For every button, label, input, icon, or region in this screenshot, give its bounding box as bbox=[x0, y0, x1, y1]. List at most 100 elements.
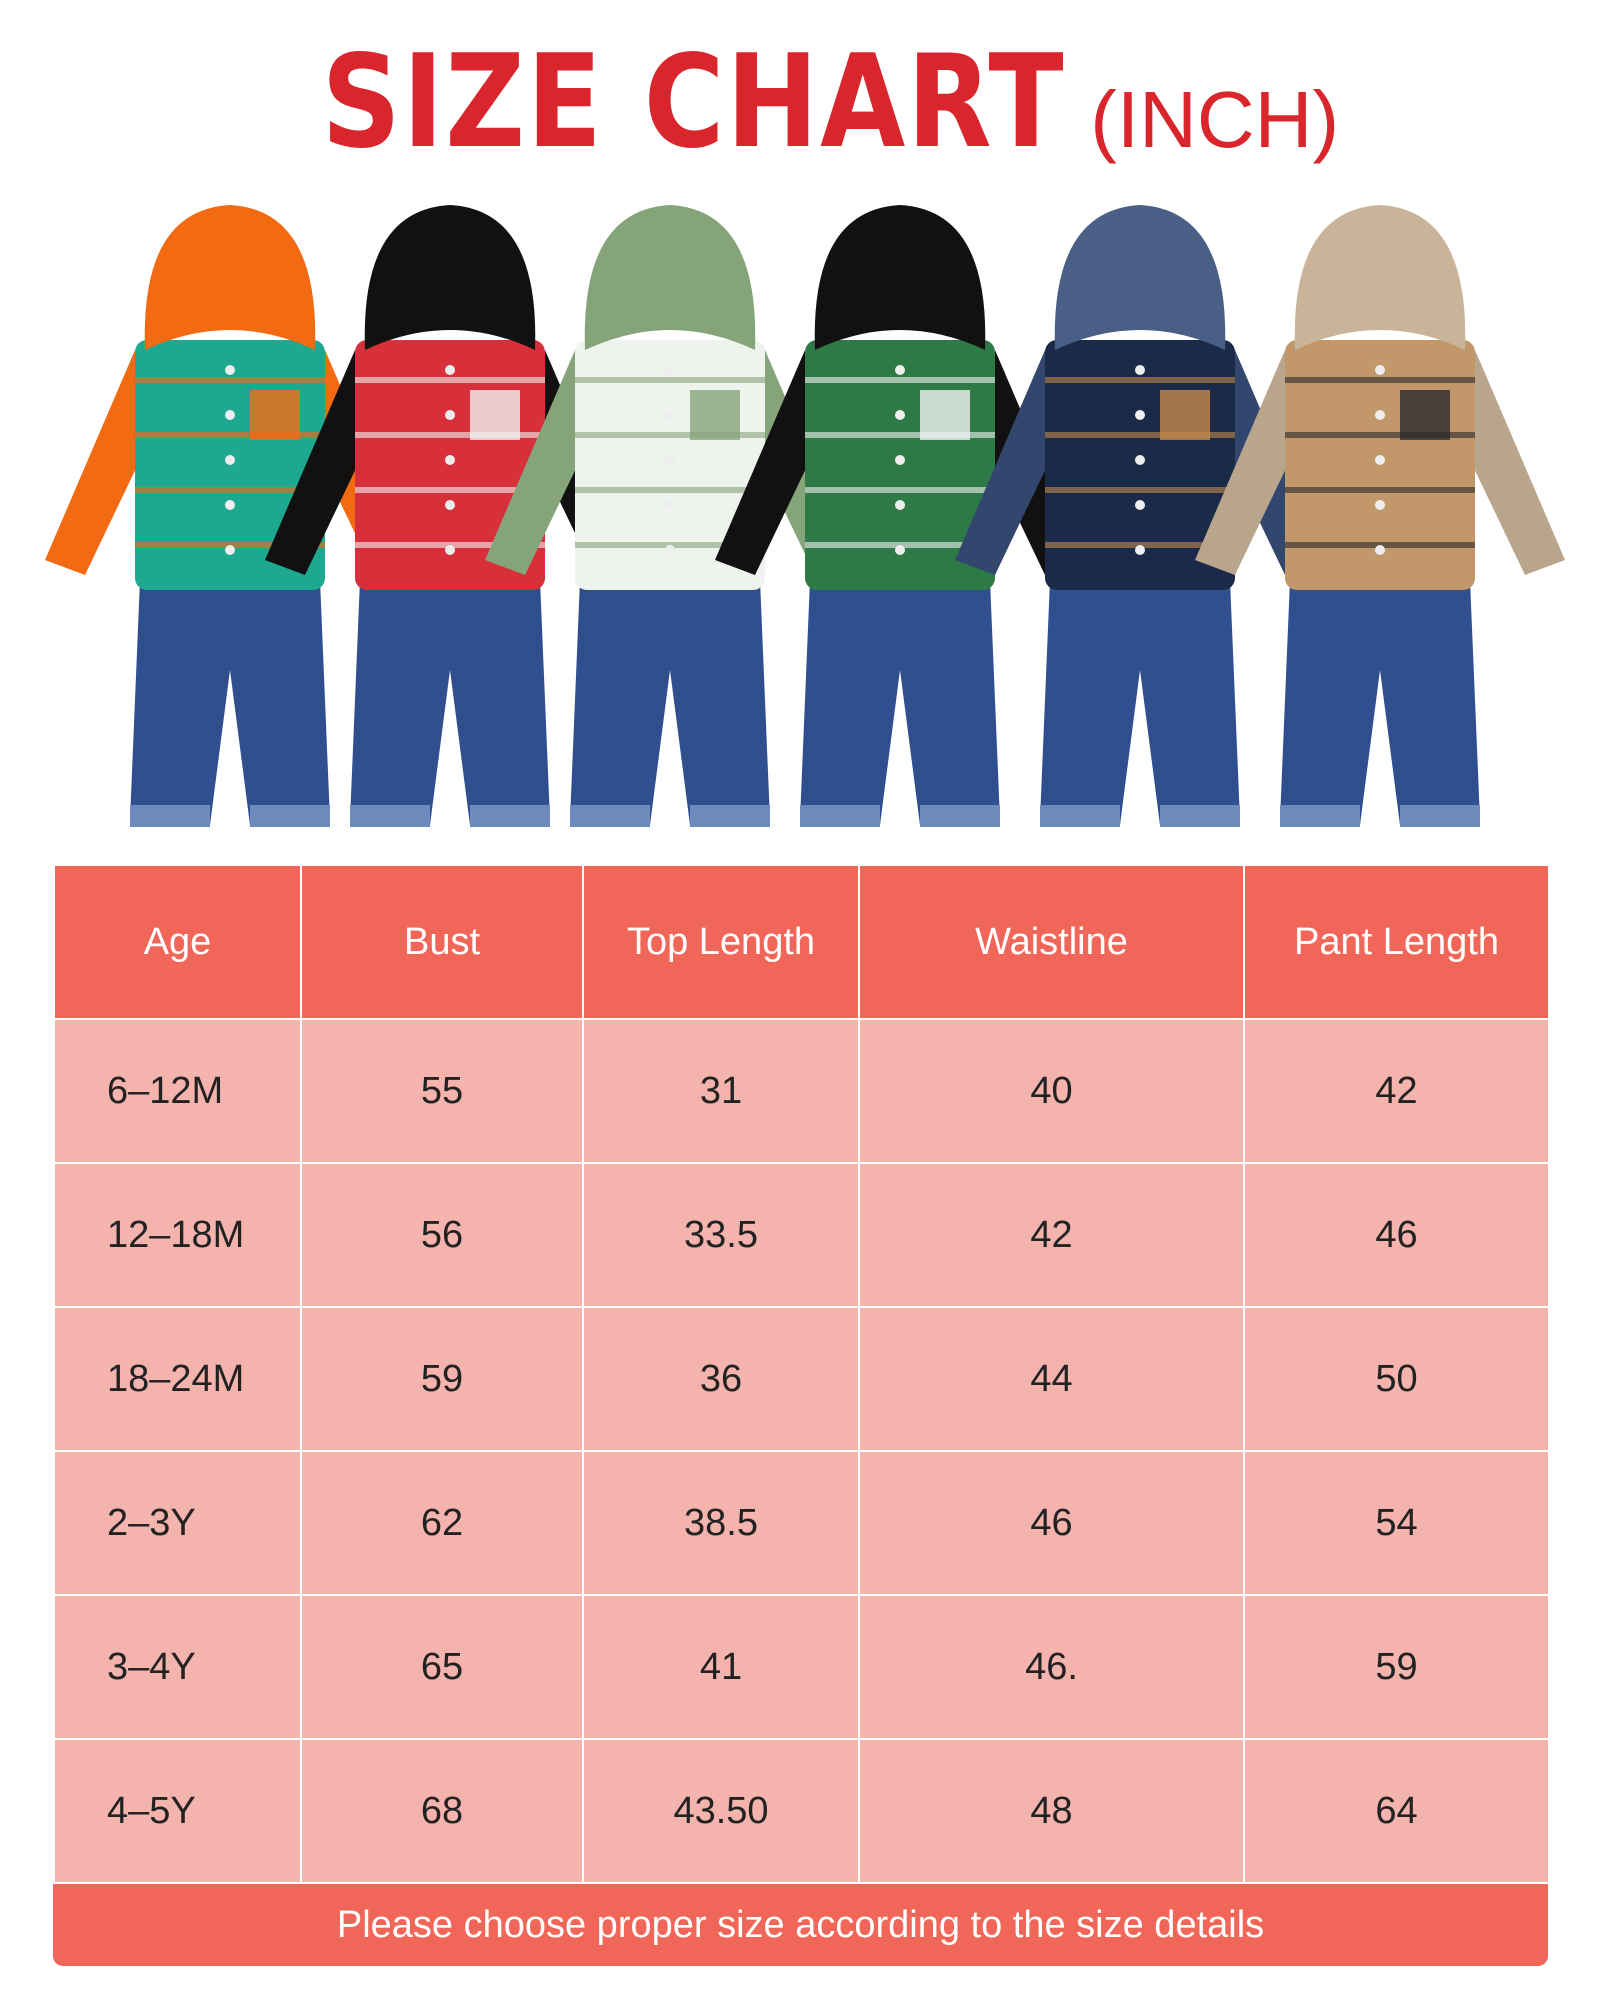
table-cell: 18–24M bbox=[53, 1306, 302, 1452]
left-sleeve bbox=[485, 350, 580, 575]
jeans-cuff bbox=[1400, 805, 1480, 827]
title-main: SIZE CHART bbox=[321, 28, 1066, 177]
title-unit: (INCH) bbox=[1090, 75, 1340, 164]
table-cell: 36 bbox=[582, 1306, 860, 1452]
hood bbox=[1294, 205, 1466, 350]
table-cell: 44 bbox=[858, 1306, 1245, 1452]
table-cell: 3–4Y bbox=[53, 1594, 302, 1740]
jeans-cuff bbox=[690, 805, 770, 827]
button bbox=[895, 365, 905, 375]
left-sleeve bbox=[265, 350, 360, 575]
table-header-row: Age Bust Top Length Waistline Pant Length bbox=[53, 864, 1550, 1020]
button bbox=[445, 545, 455, 555]
jeans-cuff bbox=[470, 805, 550, 827]
table-cell: 55 bbox=[300, 1018, 584, 1164]
table-cell: 12–18M bbox=[53, 1162, 302, 1308]
jeans-cuff bbox=[920, 805, 1000, 827]
hood bbox=[814, 205, 986, 350]
jeans-cuff bbox=[800, 805, 880, 827]
table-cell: 48 bbox=[858, 1738, 1245, 1884]
table-cell: 41 bbox=[582, 1594, 860, 1740]
button bbox=[1135, 500, 1145, 510]
jeans bbox=[1280, 580, 1480, 825]
table-cell: 31 bbox=[582, 1018, 860, 1164]
pocket bbox=[920, 390, 970, 440]
table-row: 12–18M 56 33.5 42 46 bbox=[53, 1162, 1550, 1308]
button bbox=[445, 500, 455, 510]
table-cell: 68 bbox=[300, 1738, 584, 1884]
button bbox=[1375, 365, 1385, 375]
button bbox=[1135, 365, 1145, 375]
table-cell: 4–5Y bbox=[53, 1738, 302, 1884]
button bbox=[1135, 410, 1145, 420]
column-header: Age bbox=[53, 864, 302, 1020]
jeans bbox=[800, 580, 1000, 825]
button bbox=[445, 410, 455, 420]
button bbox=[225, 545, 235, 555]
jeans-cuff bbox=[130, 805, 210, 827]
button bbox=[895, 500, 905, 510]
jeans-cuff bbox=[1160, 805, 1240, 827]
pocket bbox=[470, 390, 520, 440]
button bbox=[665, 410, 675, 420]
right-sleeve bbox=[1470, 350, 1565, 575]
button bbox=[1375, 500, 1385, 510]
button bbox=[445, 455, 455, 465]
jeans-cuff bbox=[250, 805, 330, 827]
button bbox=[665, 455, 675, 465]
table-cell: 56 bbox=[300, 1162, 584, 1308]
table-cell: 50 bbox=[1243, 1306, 1550, 1452]
size-chart-title: SIZE CHART (INCH) bbox=[0, 38, 1600, 168]
size-table: Age Bust Top Length Waistline Pant Length 6–… bbox=[53, 864, 1550, 1884]
clothing-outfits-image bbox=[45, 205, 1565, 827]
table-cell: 46 bbox=[1243, 1162, 1550, 1308]
button bbox=[1375, 455, 1385, 465]
table-cell: 59 bbox=[300, 1306, 584, 1452]
jeans bbox=[570, 580, 770, 825]
button bbox=[445, 365, 455, 375]
table-row: 6–12M 55 31 40 42 bbox=[53, 1018, 1550, 1164]
table-row: 4–5Y 68 43.50 48 64 bbox=[53, 1738, 1550, 1884]
column-header: Bust bbox=[300, 864, 584, 1020]
pocket bbox=[250, 390, 300, 440]
jeans bbox=[1040, 580, 1240, 825]
table-cell: 59 bbox=[1243, 1594, 1550, 1740]
table-cell: 6–12M bbox=[53, 1018, 302, 1164]
table-cell: 33.5 bbox=[582, 1162, 860, 1308]
table-cell: 46. bbox=[858, 1594, 1245, 1740]
table-row: 2–3Y 62 38.5 46 54 bbox=[53, 1450, 1550, 1596]
hood bbox=[584, 205, 756, 350]
column-header: Top Length bbox=[582, 864, 860, 1020]
button bbox=[225, 410, 235, 420]
button bbox=[665, 545, 675, 555]
table-cell: 46 bbox=[858, 1450, 1245, 1596]
button bbox=[895, 410, 905, 420]
button bbox=[225, 500, 235, 510]
jeans-cuff bbox=[570, 805, 650, 827]
table-cell: 42 bbox=[858, 1162, 1245, 1308]
left-sleeve bbox=[715, 350, 810, 575]
table-cell: 65 bbox=[300, 1594, 584, 1740]
jeans-cuff bbox=[350, 805, 430, 827]
button bbox=[895, 545, 905, 555]
table-cell: 62 bbox=[300, 1450, 584, 1596]
left-sleeve bbox=[45, 350, 140, 575]
table-cell: 40 bbox=[858, 1018, 1245, 1164]
button bbox=[1135, 455, 1145, 465]
size-note: Please choose proper size according to t… bbox=[53, 1884, 1548, 1966]
hood bbox=[364, 205, 536, 350]
table-row: 3–4Y 65 41 46. 59 bbox=[53, 1594, 1550, 1740]
button bbox=[225, 365, 235, 375]
table-cell: 54 bbox=[1243, 1450, 1550, 1596]
button bbox=[895, 455, 905, 465]
pocket bbox=[1160, 390, 1210, 440]
table-cell: 42 bbox=[1243, 1018, 1550, 1164]
jeans-cuff bbox=[1040, 805, 1120, 827]
button bbox=[1135, 545, 1145, 555]
column-header: Waistline bbox=[858, 864, 1245, 1020]
table-row: 18–24M 59 36 44 50 bbox=[53, 1306, 1550, 1452]
hood bbox=[1054, 205, 1226, 350]
button bbox=[665, 365, 675, 375]
button bbox=[665, 500, 675, 510]
jeans bbox=[130, 580, 330, 825]
